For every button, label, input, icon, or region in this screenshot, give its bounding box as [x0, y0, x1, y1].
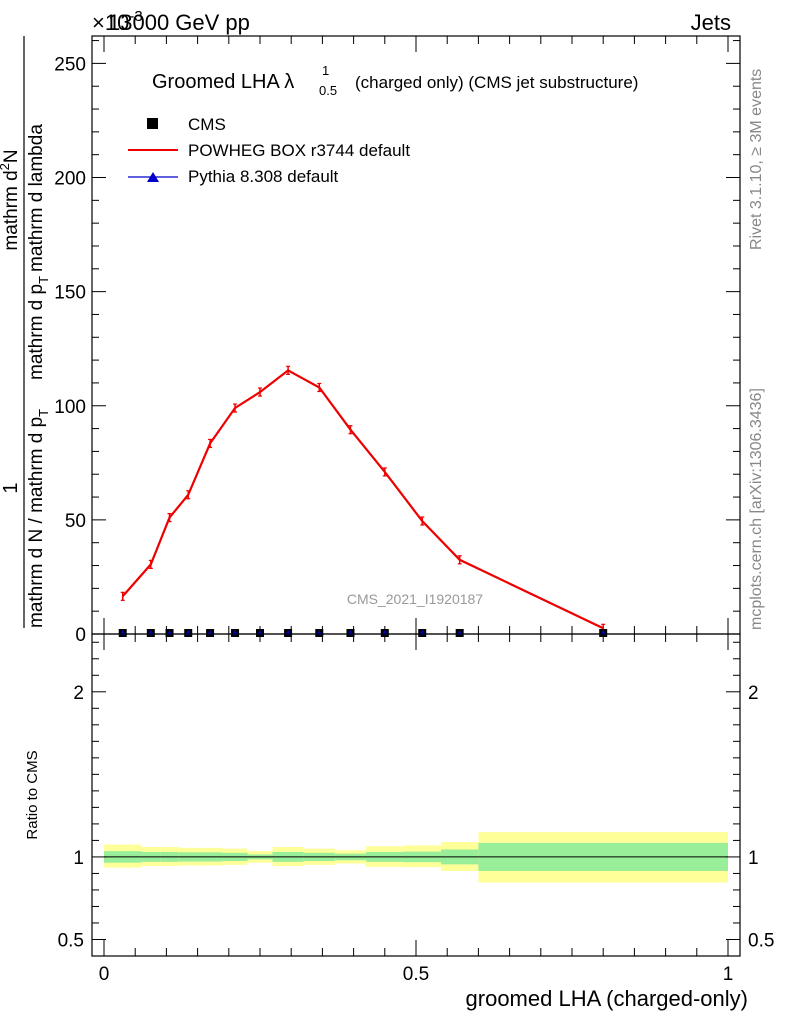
- xlabel: groomed LHA (charged-only): [466, 986, 748, 1011]
- legend-powheg-label: POWHEG BOX r3744 default: [188, 141, 410, 160]
- main-ytick-label: 100: [54, 397, 86, 418]
- mcplots-label: mcplots.cern.ch [arXiv:1306.3436]: [748, 388, 765, 630]
- main-y-axis: 0 50 100 150 200 250: [54, 40, 740, 646]
- main-ytick-label: 0: [75, 625, 86, 646]
- rivet-label: Rivet 3.1.10, ≥ 3M events: [748, 69, 765, 250]
- ratio-ytick-label-right: 2: [748, 683, 759, 704]
- main-ytick-label: 50: [65, 511, 86, 532]
- legend-pythia-label: Pythia 8.308 default: [188, 167, 339, 186]
- ratio-panel: 0.5 0.51 12 2 0 0.5 1 Ratio to CMS groomed LH…: [24, 633, 774, 1011]
- main-series: [118, 365, 608, 637]
- ylabel-denominator: mathrm d N / mathrm d pT: [26, 409, 51, 628]
- ylabel-upper: mathrm d2N: [0, 149, 22, 250]
- ratio-ylabel: Ratio to CMS: [24, 750, 41, 839]
- ratio-ytick-label-right: 0.5: [748, 930, 774, 951]
- ratio-ytick-label: 1: [73, 848, 84, 869]
- legend-pythia-marker: [147, 172, 159, 182]
- legend-cms-marker: [147, 118, 158, 129]
- xtick-label: 0: [99, 964, 110, 985]
- chart-title: Groomed LHA λ: [152, 71, 294, 93]
- ratio-ytick-label-right: 1: [748, 848, 759, 869]
- chart-title-rest: (charged only) (CMS jet substructure): [355, 73, 638, 92]
- legend: CMS POWHEG BOX r3744 default Pythia 8.30…: [128, 115, 410, 186]
- process-label: 13000 GeV pp: [108, 10, 250, 35]
- chart-title-sub: 0.5: [319, 83, 337, 98]
- ratio-ytick-label: 2: [73, 683, 84, 704]
- chart-title-sup: 1: [322, 63, 329, 78]
- main-ytick-label: 200: [54, 169, 86, 190]
- category-label: Jets: [691, 10, 731, 35]
- ylabel-numerator: 1: [0, 482, 22, 493]
- main-ytick-label: 250: [54, 54, 86, 75]
- ratio-frame: [91, 633, 741, 957]
- main-panel: 0 50 100 150 200 250 Groomed LHA λ 1 0.5 (cha…: [54, 35, 741, 646]
- multiplier-label: ×10-3: [92, 8, 143, 35]
- xtick-label: 0.5: [403, 964, 429, 985]
- ratio-ytick-label: 0.5: [58, 930, 84, 951]
- legend-cms-label: CMS: [188, 115, 226, 134]
- main-y-title: 1 mathrm d N / mathrm d pT mathrm d2N ma…: [0, 36, 51, 628]
- xtick-label: 1: [723, 964, 734, 985]
- watermark: CMS_2021_I1920187: [347, 591, 483, 607]
- ratio-y-axis: 0.5 0.5 1 1 2 2: [58, 641, 774, 951]
- ylabel-lower: mathrm d pTmathrm d lambda: [26, 124, 51, 380]
- ratio-x-axis: 0 0.5 1: [99, 634, 734, 985]
- main-ytick-label: 150: [54, 283, 86, 304]
- powheg-line: [121, 369, 604, 630]
